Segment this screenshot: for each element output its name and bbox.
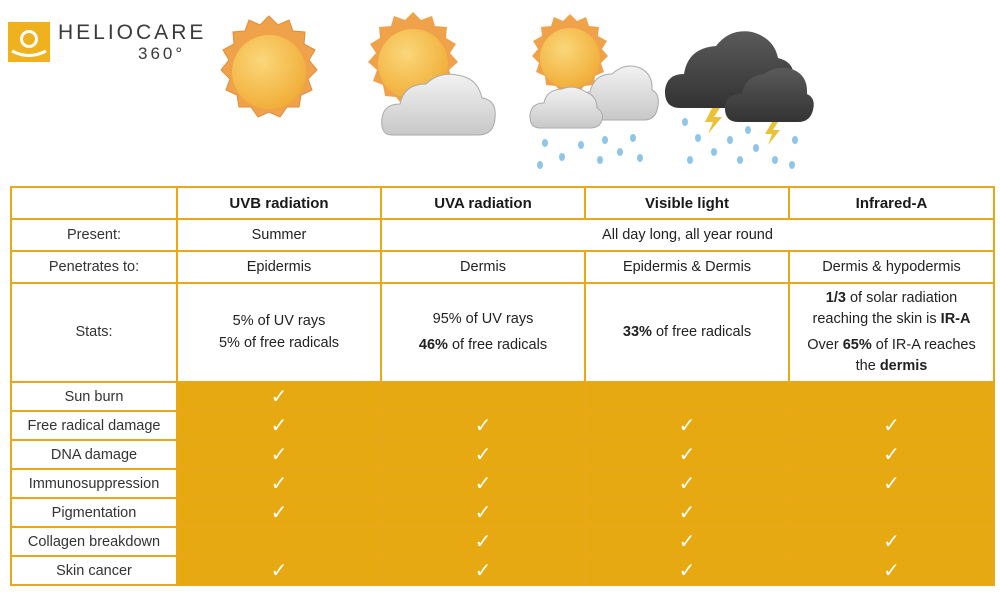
effect-label: Immunosuppression	[10, 468, 178, 499]
check-icon: ✓	[176, 497, 382, 528]
present-rest: All day long, all year round	[380, 218, 995, 252]
storm-rain-icon	[664, 31, 814, 169]
effect-label: Pigmentation	[10, 497, 178, 528]
empty-cell	[788, 381, 995, 412]
empty-cell	[788, 497, 995, 528]
effect-row: Immunosuppression ✓ ✓ ✓ ✓	[10, 468, 995, 499]
check-icon: ✓	[176, 439, 382, 470]
effect-row: Sun burn ✓	[10, 381, 995, 412]
check-icon: ✓	[788, 555, 995, 586]
sun-icon	[220, 15, 318, 118]
effect-row: DNA damage ✓ ✓ ✓ ✓	[10, 439, 995, 470]
check-icon: ✓	[788, 439, 995, 470]
column-header-infrared: Infrared-A	[788, 186, 995, 220]
row-label-present: Present:	[10, 218, 178, 252]
row-label-penetrates: Penetrates to:	[10, 250, 178, 284]
penetrates-uva: Dermis	[380, 250, 586, 284]
penetrates-visible: Epidermis & Dermis	[584, 250, 790, 284]
check-icon: ✓	[176, 410, 382, 441]
check-icon: ✓	[584, 468, 790, 499]
column-header-visible: Visible light	[584, 186, 790, 220]
stats-visible: 33% of free radicals	[584, 282, 790, 383]
check-icon: ✓	[584, 497, 790, 528]
radiation-comparison-table: UVB radiation UVA radiation Visible ligh…	[10, 186, 995, 586]
stats-uvb: 5% of UV rays 5% of free radicals	[176, 282, 382, 383]
check-icon: ✓	[584, 526, 790, 557]
penetrates-uvb: Epidermis	[176, 250, 382, 284]
brand-name: HELIOCARE	[58, 21, 207, 44]
check-icon: ✓	[380, 468, 586, 499]
effect-label: Sun burn	[10, 381, 178, 412]
empty-cell	[584, 381, 790, 412]
check-icon: ✓	[584, 410, 790, 441]
stats-uva: 95% of UV rays 46% of free radicals	[380, 282, 586, 383]
check-icon: ✓	[380, 410, 586, 441]
heliocare-logo-icon	[8, 22, 50, 62]
check-icon: ✓	[380, 439, 586, 470]
check-icon: ✓	[176, 381, 382, 412]
check-icon: ✓	[380, 526, 586, 557]
present-uvb: Summer	[176, 218, 382, 252]
sun-rain-icon	[529, 14, 659, 169]
effect-row: Pigmentation ✓ ✓ ✓	[10, 497, 995, 528]
effect-row: Collagen breakdown ✓ ✓ ✓	[10, 526, 995, 557]
stats-infrared: 1/3 of solar radiation reaching the skin…	[788, 282, 995, 383]
penetrates-infrared: Dermis & hypodermis	[788, 250, 995, 284]
effect-label: Collagen breakdown	[10, 526, 178, 557]
sun-cloud-icon	[368, 12, 496, 136]
effect-label: Skin cancer	[10, 555, 178, 586]
effect-label: Free radical damage	[10, 410, 178, 441]
check-icon: ✓	[176, 555, 382, 586]
effect-row: Free radical damage ✓ ✓ ✓ ✓	[10, 410, 995, 441]
check-icon: ✓	[584, 555, 790, 586]
check-icon: ✓	[380, 497, 586, 528]
row-label-stats: Stats:	[10, 282, 178, 383]
column-header-uvb: UVB radiation	[176, 186, 382, 220]
effect-row: Skin cancer ✓ ✓ ✓ ✓	[10, 555, 995, 586]
check-icon: ✓	[176, 468, 382, 499]
empty-cell	[380, 381, 586, 412]
check-icon: ✓	[788, 526, 995, 557]
header-empty-cell	[10, 186, 178, 220]
brand-suffix: 360°	[138, 44, 186, 63]
check-icon: ✓	[380, 555, 586, 586]
check-icon: ✓	[788, 468, 995, 499]
check-icon: ✓	[584, 439, 790, 470]
check-icon: ✓	[788, 410, 995, 441]
weather-icons	[220, 12, 814, 169]
effect-label: DNA damage	[10, 439, 178, 470]
column-header-uva: UVA radiation	[380, 186, 586, 220]
empty-cell	[176, 526, 382, 557]
brand-logo: HELIOCARE 360°	[8, 22, 206, 62]
